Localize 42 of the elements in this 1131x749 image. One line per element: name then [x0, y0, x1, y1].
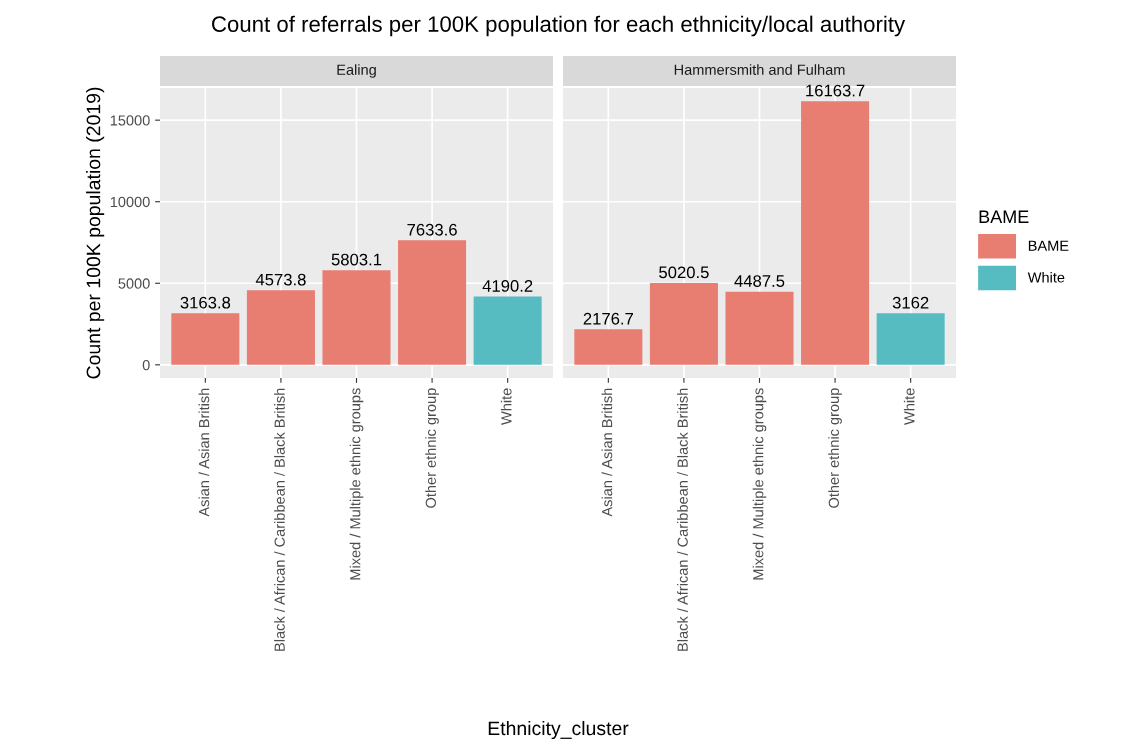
- bar: [801, 101, 870, 365]
- data-label: 3163.8: [180, 296, 231, 309]
- data-label: 7633.6: [407, 223, 457, 236]
- x-tick-label: Black / African / Caribbean / Black British: [274, 388, 285, 651]
- x-tick-label: Mixed / Multiple ethnic groups: [752, 388, 767, 580]
- x-tick-label: Asian / Asian British: [198, 388, 210, 517]
- x-tick-label: White: [903, 388, 915, 425]
- bar: [725, 291, 794, 365]
- data-label: 4573.8: [255, 273, 306, 286]
- x-tick-label: Other ethnic group: [828, 388, 842, 508]
- legend-label: BAME: [1028, 240, 1069, 251]
- legend-label: White: [1027, 271, 1065, 283]
- chart-subtitle: Hammersmith and Fulham: [674, 64, 845, 75]
- bar: [246, 290, 315, 365]
- chart-title: Count of referrals per 100K population for each ethnicity/local authority: [212, 15, 906, 37]
- y-tick-label: 15000: [110, 115, 150, 126]
- data-label: 2176.7: [583, 312, 633, 325]
- bar: [473, 296, 542, 365]
- bar: [574, 329, 643, 365]
- bar: [322, 270, 391, 365]
- data-label: 5803.1: [331, 253, 382, 266]
- y-axis-title: Count per 100K population (2019): [86, 87, 105, 379]
- y-tick-label: 10000: [110, 196, 150, 208]
- y-tick-label: 0: [142, 359, 150, 371]
- x-tick-label: Asian / Asian British: [601, 388, 613, 517]
- bar: [876, 313, 945, 365]
- chart-subtitle: Ealing: [337, 64, 376, 78]
- x-tick-label: Other ethnic group: [425, 388, 439, 508]
- data-label: 5020.5: [659, 266, 709, 279]
- legend-title: BAME: [979, 210, 1029, 223]
- x-tick-label: Black / African / Caribbean / Black British: [677, 388, 688, 651]
- bar: [649, 282, 718, 365]
- x-tick-label: Mixed / Multiple ethnic groups: [349, 388, 364, 580]
- data-label: 4487.5: [734, 275, 785, 287]
- data-label: 4190.2: [482, 279, 533, 292]
- bar: [398, 240, 467, 365]
- y-tick-label: 5000: [118, 278, 150, 289]
- x-axis-title: Ethnicity_cluster: [488, 720, 629, 740]
- data-label: 3162: [892, 296, 929, 309]
- x-tick-label: White: [500, 388, 512, 425]
- bar: [171, 313, 240, 365]
- data-label: 16163.7: [806, 84, 865, 97]
